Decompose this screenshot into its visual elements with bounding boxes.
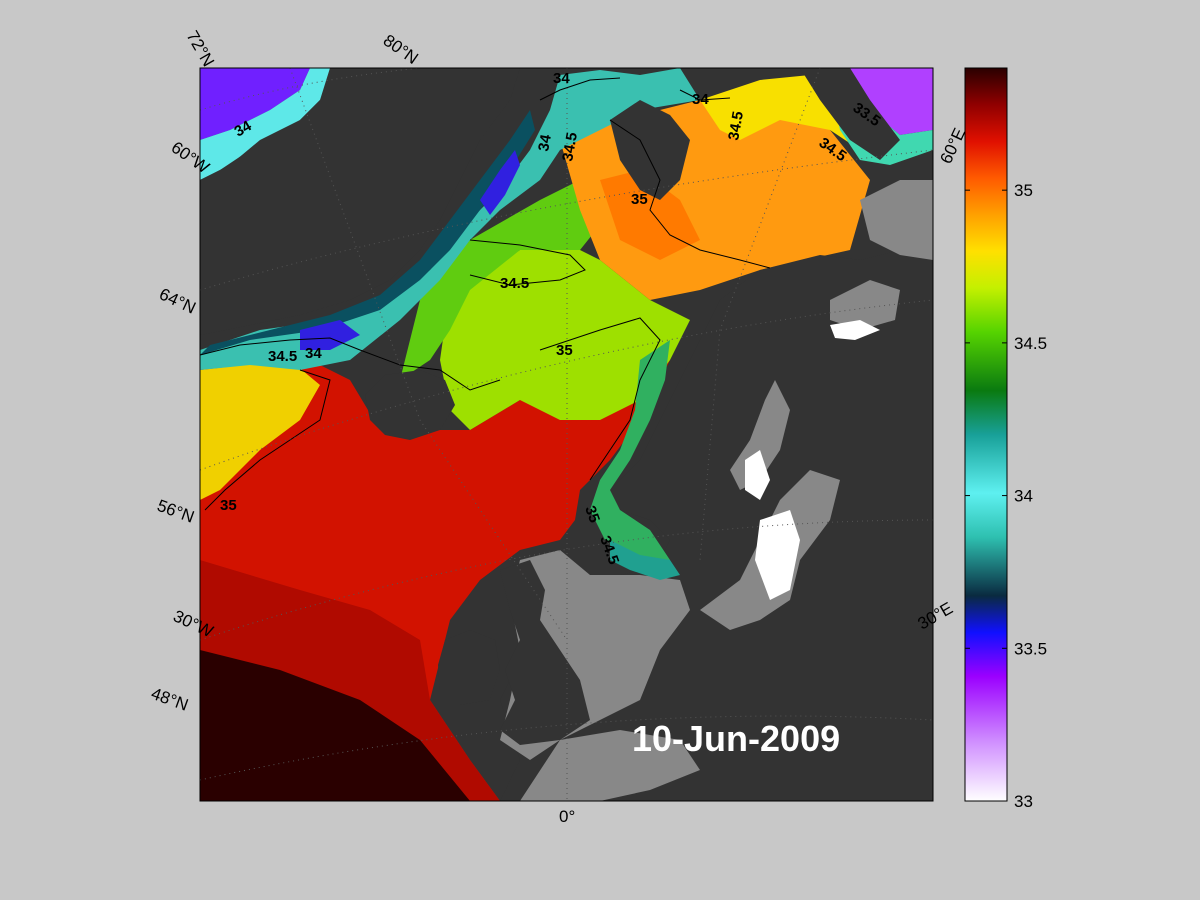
lat-label-56n: 56°N <box>155 496 197 527</box>
contour-label: 35 <box>631 191 648 208</box>
iceland-land <box>365 370 455 440</box>
channel-masked <box>520 730 700 801</box>
lat-label-64n: 64°N <box>156 284 198 317</box>
lat-label-80n: 80°N <box>380 31 422 68</box>
east-masked <box>860 180 933 260</box>
lat-label-72n: 72°N <box>183 28 218 70</box>
colorbar-gradient <box>964 67 1008 802</box>
contour-lines <box>200 77 771 511</box>
greenland-land <box>200 68 520 335</box>
ireland-land <box>438 630 500 705</box>
ocean-green-band <box>400 170 620 380</box>
contour-label: 34 <box>535 133 555 153</box>
ocean-blue-patch-2 <box>480 150 520 215</box>
ocean-yellow-west <box>200 360 320 500</box>
colorbar-ticks: 33 33.5 34 34.5 35 <box>965 181 1047 811</box>
contour-label: 35 <box>556 342 573 359</box>
map-frame <box>199 67 934 802</box>
colorbar-tick-label: 34.5 <box>1014 334 1047 353</box>
lon-label-0: 0° <box>559 807 575 826</box>
ocean-purple-nw <box>200 68 310 140</box>
ice-white-1 <box>745 450 770 500</box>
skagerrak-green <box>610 540 680 580</box>
colorbar-tick-label: 34 <box>1014 487 1033 506</box>
contour-label: 34.5 <box>559 131 581 163</box>
contour-label: 34 <box>305 345 322 362</box>
contour-label: 34.5 <box>725 110 747 142</box>
contour-label: 35 <box>581 504 603 525</box>
contour-label: 34.5 <box>500 275 529 292</box>
ocean-green-central <box>440 240 690 430</box>
ocean-cyan-nw <box>200 68 330 180</box>
contour-label: 34.5 <box>268 348 297 365</box>
colorbar-tick-label: 33 <box>1014 792 1033 811</box>
colorbar-tick-label: 33.5 <box>1014 639 1047 658</box>
svalbard-land <box>610 100 690 200</box>
ocean-darkest <box>200 650 470 801</box>
lat-label-48n: 48°N <box>149 684 191 715</box>
ocean-blue-patch-1 <box>300 320 360 350</box>
ice-white-3 <box>830 320 880 340</box>
graticule <box>200 68 933 801</box>
date-label: 10-Jun-2009 <box>632 718 841 759</box>
contour-label: 34 <box>232 117 256 140</box>
ocean-purple-ne <box>850 68 933 135</box>
ocean-teal-coast <box>200 110 535 355</box>
map-area <box>200 68 933 801</box>
lon-label-60e: 60°E <box>936 125 969 167</box>
contour-label: 34 <box>692 91 709 108</box>
ice-white-2 <box>755 510 800 600</box>
contour-label: 34 <box>553 70 570 87</box>
novaya-zemlya-land <box>800 68 900 160</box>
norway-coastal-strip <box>590 340 670 570</box>
white-sea-masked <box>830 280 900 330</box>
contour-label: 35 <box>220 497 237 514</box>
colorbar: 33 33.5 34 34.5 35 <box>964 67 1047 811</box>
colorbar-tick-label: 35 <box>1014 181 1033 200</box>
